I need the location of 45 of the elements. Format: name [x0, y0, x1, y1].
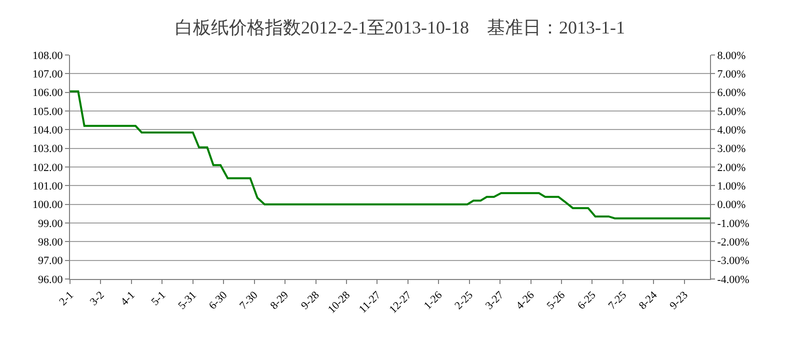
y-tick-label: 108.00	[32, 50, 64, 62]
x-tick-label: 7-30	[238, 288, 261, 312]
y2-tick-label: 0.00%	[717, 199, 746, 212]
x-tick-label: 9-23	[668, 288, 691, 312]
x-tick-label: 9-28	[299, 288, 322, 312]
y-tick-label: 100.00	[32, 199, 64, 212]
y2-tick-label: -3.00%	[717, 255, 750, 268]
x-tick-label: 4-26	[514, 288, 538, 312]
y2-tick-label: -2.00%	[717, 236, 750, 249]
x-tick-label: 3-2	[88, 289, 107, 308]
y-tick-label: 96.00	[38, 274, 64, 286]
y2-tick-label: 6.00%	[717, 87, 746, 100]
y-tick-label: 102.00	[32, 162, 64, 174]
x-tick-label: 5-31	[176, 289, 199, 312]
x-tick-label: 1-26	[422, 288, 445, 312]
x-tick-label: 4-1	[118, 289, 138, 308]
y2-tick-label: 8.00%	[717, 50, 746, 62]
y2-tick-label: -4.00%	[717, 274, 750, 286]
y2-tick-label: 7.00%	[717, 68, 746, 81]
line-series	[70, 90, 710, 220]
x-tick-label: 6-25	[576, 288, 599, 312]
x-tick-label: 6-30	[206, 288, 230, 312]
x-tick-label: 2-1	[57, 289, 76, 308]
y2-tick-label: -1.00%	[717, 218, 750, 230]
y-tick-label: 104.00	[32, 124, 64, 137]
x-tick-label: 2-25	[452, 288, 476, 312]
y2-tick-label: 3.00%	[717, 143, 746, 156]
y-tick-label: 105.00	[32, 106, 64, 118]
y2-tick-label: 1.00%	[717, 180, 746, 193]
x-tick-label: 7-25	[606, 288, 630, 312]
y-tick-label: 98.00	[38, 236, 64, 249]
x-tick-label: 5-26	[544, 288, 568, 312]
y2-tick-label: 5.00%	[717, 106, 746, 118]
y2-tick-label: 4.00%	[717, 124, 746, 137]
x-tick-label: 5-1	[149, 289, 168, 308]
x-tick-label: 8-29	[268, 288, 292, 312]
y-tick-label: 99.00	[38, 218, 64, 230]
y-tick-label: 106.00	[32, 87, 64, 100]
chart-title: 白板纸价格指数2012-2-1至2013-10-18 基准日：2013-1-1	[175, 18, 625, 38]
y-tick-label: 103.00	[32, 143, 64, 156]
y2-tick-label: 2.00%	[717, 162, 746, 174]
y-tick-label: 97.00	[38, 255, 64, 268]
y-tick-label: 107.00	[32, 68, 64, 81]
x-tick-label: 8-24	[636, 288, 660, 312]
y-tick-label: 101.00	[32, 180, 64, 193]
